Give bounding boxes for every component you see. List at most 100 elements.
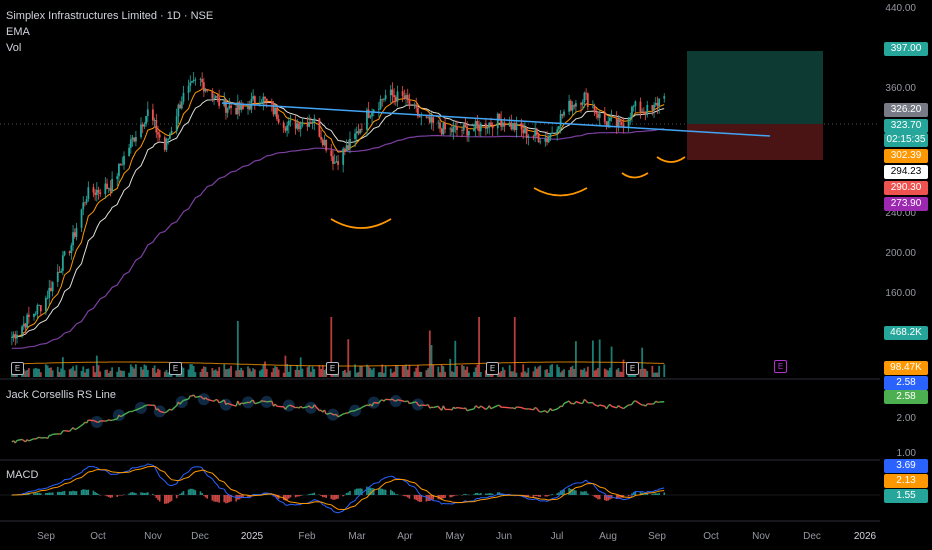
rs-line-segment <box>120 415 123 418</box>
volume-bar <box>140 366 142 377</box>
rs-line-segment <box>212 400 215 402</box>
cup-base-1[interactable] <box>330 218 392 229</box>
macd-histogram-bar <box>615 495 618 500</box>
cup-base-2[interactable] <box>533 187 588 197</box>
rs-line-segment <box>191 394 195 397</box>
candlesticks <box>10 72 666 346</box>
volume-bar <box>235 370 238 377</box>
candle-body <box>146 109 149 117</box>
candle-body <box>140 124 142 138</box>
volume-bar <box>418 371 421 377</box>
volume-bar <box>396 366 399 377</box>
candle-body <box>289 120 292 122</box>
cup-base-4[interactable] <box>656 156 686 163</box>
descending-trendline[interactable] <box>221 102 771 137</box>
earnings-marker[interactable]: E <box>169 362 182 375</box>
volume-bar <box>580 369 582 377</box>
volume-bar <box>158 369 161 377</box>
volume-bar <box>520 372 523 377</box>
candle-body <box>58 271 61 273</box>
rs-line-segment <box>597 404 601 407</box>
target-zone[interactable] <box>687 51 823 124</box>
volume-bar <box>321 365 324 377</box>
rs-line-segment <box>323 409 327 415</box>
macd-histogram-bar <box>354 489 356 495</box>
volume-bar <box>343 369 346 377</box>
earnings-marker[interactable]: E <box>326 362 339 375</box>
macd-histogram-bar <box>39 493 42 495</box>
rs-line-segment <box>397 399 403 402</box>
candle-body <box>214 96 217 99</box>
rs-line-segment <box>512 407 516 410</box>
volume-bar <box>546 369 548 377</box>
time-tick: Nov <box>144 531 162 542</box>
rs-line-segment <box>463 407 466 410</box>
rs-line-segment <box>605 405 609 410</box>
macd-histogram <box>11 486 666 504</box>
macd-histogram-bar <box>417 495 419 502</box>
time-tick: Jul <box>550 531 564 542</box>
macd-histogram-bar <box>34 493 37 495</box>
volume-bar <box>644 368 647 377</box>
rs-line-segment <box>155 408 159 411</box>
volume-bar <box>121 370 124 377</box>
rs-line-segment <box>573 401 577 405</box>
volume-bar <box>141 369 144 377</box>
candle-body <box>296 123 299 129</box>
candle-body <box>440 128 443 135</box>
macd-histogram-bar <box>170 495 173 501</box>
time-tick: Aug <box>599 531 617 542</box>
earnings-marker[interactable]: E <box>626 362 639 375</box>
rs-line-legend[interactable]: Jack Corsellis RS Line <box>6 389 117 401</box>
volume-bar <box>608 367 611 377</box>
candle-body <box>605 121 608 126</box>
earnings-marker[interactable]: E <box>11 362 24 375</box>
rs-top-badge: 2.58 <box>884 376 928 390</box>
macd-histogram-bar <box>349 490 351 495</box>
candle-body <box>248 106 251 110</box>
candle-body <box>247 106 249 109</box>
candle-body <box>175 116 178 131</box>
macd-histogram-bar <box>68 491 71 495</box>
candle-body <box>510 122 513 130</box>
macd-legend[interactable]: MACD <box>6 469 39 481</box>
candle-body <box>420 116 423 118</box>
rs-line-segment <box>634 400 641 405</box>
candle-body <box>539 141 542 143</box>
volume-bar <box>440 365 443 377</box>
volume-bar <box>309 371 312 377</box>
volume-bar <box>199 371 202 377</box>
volume-bar <box>372 367 375 377</box>
volume-legend[interactable]: Vol <box>6 42 22 54</box>
volume-bar <box>272 368 275 377</box>
chart-title[interactable]: Simplex Infrastructures Limited · 1D · N… <box>6 10 214 22</box>
candle-body <box>449 128 452 130</box>
volume-bar <box>116 371 119 377</box>
macd-histogram-bar <box>133 492 136 495</box>
cup-base-3[interactable] <box>621 172 649 179</box>
candle-body <box>444 122 446 130</box>
macd-histogram-bar <box>359 488 361 495</box>
macd-histogram-bar <box>452 495 455 497</box>
candle-body <box>274 107 277 115</box>
macd-histogram-bar <box>479 493 482 495</box>
candle-body <box>38 305 40 306</box>
candle-body <box>615 117 618 127</box>
volume-bar <box>216 370 219 377</box>
macd-histogram-bar <box>242 495 244 498</box>
rs-line-segment <box>373 401 379 404</box>
candle-body <box>381 99 384 100</box>
upcoming-earnings-marker[interactable]: E <box>774 360 787 373</box>
macd-histogram-bar <box>406 495 409 498</box>
earnings-marker[interactable]: E <box>486 362 499 375</box>
candle-body <box>262 96 265 103</box>
macd-histogram-bar <box>72 490 74 495</box>
time-tick: Mar <box>348 531 366 542</box>
rs-line-segment <box>64 429 70 432</box>
stop-zone[interactable] <box>687 124 823 160</box>
macd-histogram-bar <box>486 493 489 495</box>
volume-bar <box>248 368 251 377</box>
ema-legend[interactable]: EMA <box>6 26 30 38</box>
macd-histogram-bar <box>145 492 147 495</box>
